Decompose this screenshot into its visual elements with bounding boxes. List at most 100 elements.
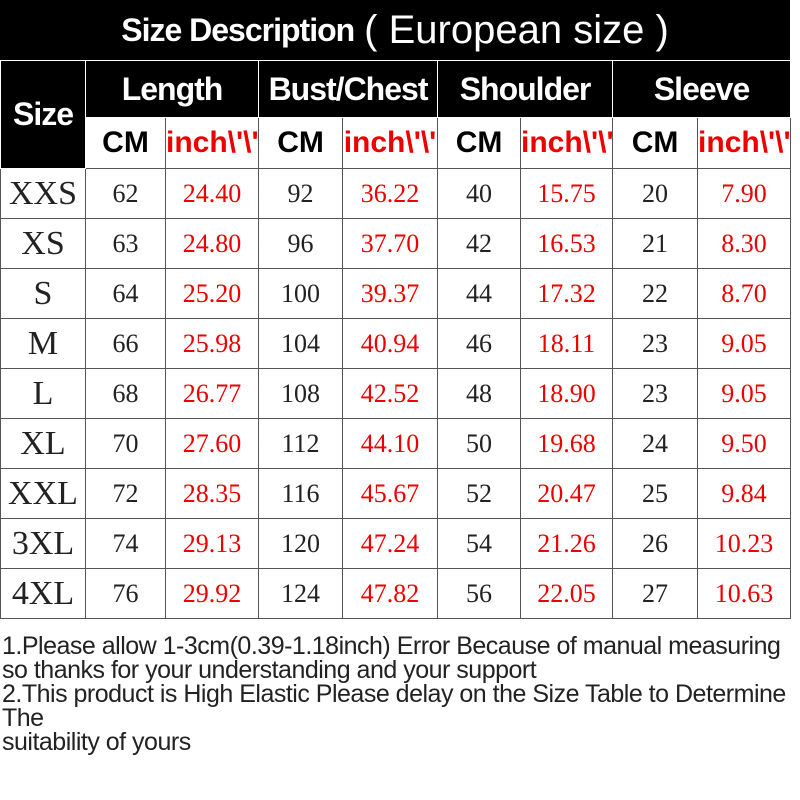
value-cell: 25.98 [164, 318, 260, 369]
value-cell: 27.60 [164, 418, 260, 469]
value-cell: 9.05 [697, 368, 792, 419]
value-cell: 124 [258, 568, 344, 619]
data-row: XXL 72 28.35 116 45.67 52 20.47 25 9.84 [0, 468, 792, 519]
value-cell: 9.50 [697, 418, 792, 469]
value-cell: 108 [258, 368, 344, 419]
value-cell: 16.53 [520, 218, 614, 269]
value-cell: 22 [612, 268, 699, 319]
note-line: so thanks for your understanding and you… [2, 656, 537, 684]
size-cell: XXL [0, 468, 86, 519]
value-cell: 9.84 [697, 468, 792, 519]
data-row: XL 70 27.60 112 44.10 50 19.68 24 9.50 [0, 418, 792, 469]
value-cell: 40 [437, 168, 522, 219]
value-cell: 48 [437, 368, 522, 419]
value-cell: 116 [258, 468, 344, 519]
data-row: 3XL 74 29.13 120 47.24 54 21.26 26 10.23 [0, 518, 792, 569]
value-cell: 21.26 [520, 518, 614, 569]
note-line: 2.This product is High Elastic Please de… [2, 680, 786, 732]
size-cell: L [0, 368, 86, 419]
column-header: Size [0, 60, 86, 169]
value-cell: 37.70 [342, 218, 439, 269]
value-cell: 62 [85, 168, 166, 219]
value-cell: 100 [258, 268, 344, 319]
value-cell: 44 [437, 268, 522, 319]
data-row: L 68 26.77 108 42.52 48 18.90 23 9.05 [0, 368, 792, 419]
value-cell: 56 [437, 568, 522, 619]
value-cell: 68 [85, 368, 166, 419]
unit-header: CM [258, 117, 344, 169]
value-cell: 50 [437, 418, 522, 469]
data-row: 4XL 76 29.92 124 47.82 56 22.05 27 10.63 [0, 568, 792, 619]
value-cell: 92 [258, 168, 344, 219]
value-cell: 63 [85, 218, 166, 269]
size-cell: S [0, 268, 86, 319]
value-cell: 29.92 [164, 568, 260, 619]
unit-header: CM [85, 117, 166, 169]
column-header: Bust/Chest [258, 60, 439, 118]
notes: 1.Please allow 1-3cm(0.39-1.18inch) Erro… [2, 632, 798, 756]
value-cell: 45.67 [342, 468, 439, 519]
value-cell: 10.63 [697, 568, 792, 619]
value-cell: 26 [612, 518, 699, 569]
value-cell: 26.77 [164, 368, 260, 419]
size-table: Size Length Bust/Chest Shoulder Sleeve CM inch… [0, 60, 792, 619]
value-cell: 29.13 [164, 518, 260, 569]
subtitle: ( European size ) [364, 7, 669, 52]
size-cell: XS [0, 218, 86, 269]
unit-header: CM [437, 117, 522, 169]
unit-header: inch\'\' [520, 117, 614, 169]
value-cell: 112 [258, 418, 344, 469]
value-cell: 36.22 [342, 168, 439, 219]
size-cell: 4XL [0, 568, 86, 619]
value-cell: 25.20 [164, 268, 260, 319]
size-cell: M [0, 318, 86, 369]
size-cell: XL [0, 418, 86, 469]
value-cell: 19.68 [520, 418, 614, 469]
value-cell: 74 [85, 518, 166, 569]
value-cell: 25 [612, 468, 699, 519]
value-cell: 28.35 [164, 468, 260, 519]
value-cell: 18.90 [520, 368, 614, 419]
value-cell: 24 [612, 418, 699, 469]
value-cell: 18.11 [520, 318, 614, 369]
value-cell: 10.23 [697, 518, 792, 569]
note-line: 1.Please allow 1-3cm(0.39-1.18inch) Erro… [2, 632, 781, 660]
unit-header: inch\'\' [164, 117, 260, 169]
value-cell: 39.37 [342, 268, 439, 319]
unit-header: CM [612, 117, 699, 169]
value-cell: 64 [85, 268, 166, 319]
value-cell: 66 [85, 318, 166, 369]
value-cell: 96 [258, 218, 344, 269]
value-cell: 24.80 [164, 218, 260, 269]
value-cell: 120 [258, 518, 344, 569]
data-row: M 66 25.98 104 40.94 46 18.11 23 9.05 [0, 318, 792, 369]
title-bar: Size Description ( European size ) [0, 0, 790, 60]
data-row: S 64 25.20 100 39.37 44 17.32 22 8.70 [0, 268, 792, 319]
value-cell: 27 [612, 568, 699, 619]
value-cell: 72 [85, 468, 166, 519]
value-cell: 20 [612, 168, 699, 219]
size-cell: 3XL [0, 518, 86, 569]
value-cell: 104 [258, 318, 344, 369]
value-cell: 23 [612, 318, 699, 369]
unit-header: inch\'\' [342, 117, 439, 169]
unit-header: inch\'\' [697, 117, 792, 169]
value-cell: 7.90 [697, 168, 792, 219]
value-cell: 42.52 [342, 368, 439, 419]
value-cell: 70 [85, 418, 166, 469]
value-cell: 8.30 [697, 218, 792, 269]
value-cell: 20.47 [520, 468, 614, 519]
value-cell: 47.82 [342, 568, 439, 619]
value-cell: 15.75 [520, 168, 614, 219]
column-header: Sleeve [612, 60, 792, 118]
value-cell: 76 [85, 568, 166, 619]
column-header: Shoulder [437, 60, 614, 118]
unit-row: CM inch\'\' CM inch\'\' CM inch\'\' CM inch\'\' [1, 117, 792, 169]
column-header: Length [84, 60, 260, 118]
value-cell: 44.10 [342, 418, 439, 469]
title: Size Description [121, 11, 355, 48]
value-cell: 47.24 [342, 518, 439, 569]
value-cell: 46 [437, 318, 522, 369]
note-line: suitability of yours [2, 728, 191, 756]
